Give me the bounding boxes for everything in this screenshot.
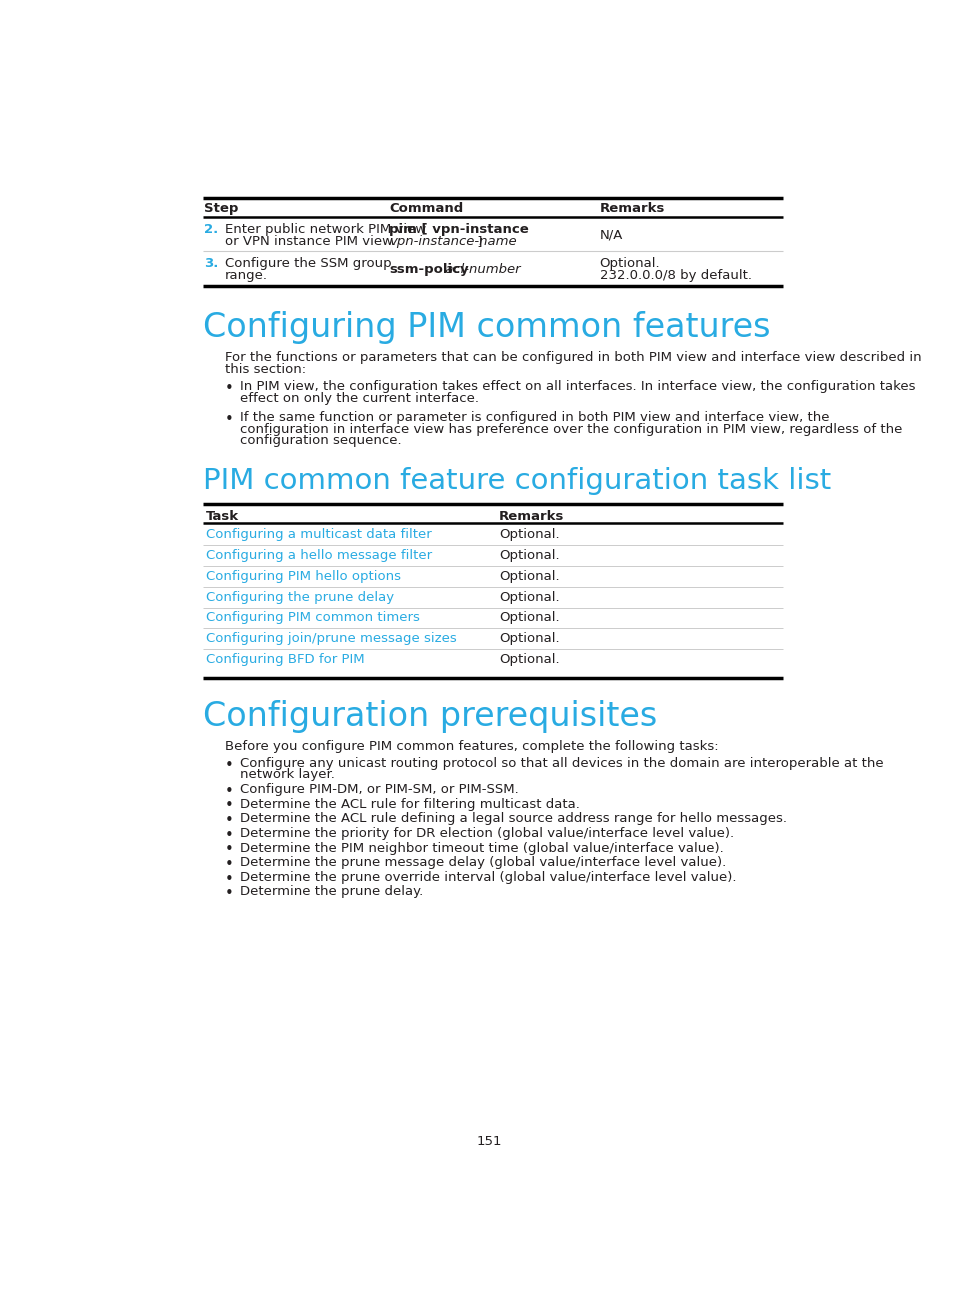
- Text: •: •: [224, 886, 233, 901]
- Text: Step: Step: [204, 202, 238, 215]
- Text: pim [ vpn-instance: pim [ vpn-instance: [389, 223, 528, 236]
- Text: •: •: [224, 798, 233, 814]
- Text: Task: Task: [206, 509, 239, 522]
- Text: 232.0.0.0/8 by default.: 232.0.0.0/8 by default.: [599, 268, 751, 281]
- Text: •: •: [224, 857, 233, 872]
- Text: Configure the SSM group: Configure the SSM group: [224, 257, 391, 270]
- Text: Configuring the prune delay: Configuring the prune delay: [206, 591, 394, 604]
- Text: 3.: 3.: [204, 257, 218, 270]
- Text: For the functions or parameters that can be configured in both PIM view and inte: For the functions or parameters that can…: [224, 351, 921, 364]
- Text: Remarks: Remarks: [599, 202, 664, 215]
- Text: Optional.: Optional.: [498, 529, 559, 542]
- Text: Optional.: Optional.: [498, 591, 559, 604]
- Text: ssm-policy: ssm-policy: [389, 263, 468, 276]
- Text: If the same function or parameter is configured in both PIM view and interface v: If the same function or parameter is con…: [240, 411, 829, 424]
- Text: ]: ]: [472, 235, 481, 248]
- Text: effect on only the current interface.: effect on only the current interface.: [240, 391, 478, 404]
- Text: •: •: [224, 412, 233, 426]
- Text: •: •: [224, 758, 233, 772]
- Text: Before you configure PIM common features, complete the following tasks:: Before you configure PIM common features…: [224, 740, 718, 753]
- Text: Optional.: Optional.: [498, 632, 559, 645]
- Text: Configuring join/prune message sizes: Configuring join/prune message sizes: [206, 632, 456, 645]
- Text: Configuring BFD for PIM: Configuring BFD for PIM: [206, 653, 364, 666]
- Text: Determine the priority for DR election (global value/interface level value).: Determine the priority for DR election (…: [240, 827, 734, 840]
- Text: Configure any unicast routing protocol so that all devices in the domain are int: Configure any unicast routing protocol s…: [240, 757, 882, 770]
- Text: range.: range.: [224, 268, 268, 281]
- Text: •: •: [224, 842, 233, 858]
- Text: this section:: this section:: [224, 363, 306, 376]
- Text: network layer.: network layer.: [240, 769, 335, 781]
- Text: Command: Command: [389, 202, 463, 215]
- Text: 151: 151: [476, 1135, 501, 1148]
- Text: Remarks: Remarks: [498, 509, 564, 522]
- Text: Determine the PIM neighbor timeout time (global value/interface value).: Determine the PIM neighbor timeout time …: [240, 841, 723, 854]
- Text: •: •: [224, 381, 233, 397]
- Text: N/A: N/A: [599, 228, 622, 241]
- Text: Determine the prune override interval (global value/interface level value).: Determine the prune override interval (g…: [240, 871, 736, 884]
- Text: configuration sequence.: configuration sequence.: [240, 434, 401, 447]
- Text: In PIM view, the configuration takes effect on all interfaces. In interface view: In PIM view, the configuration takes eff…: [240, 380, 915, 394]
- Text: Configuring a multicast data filter: Configuring a multicast data filter: [206, 529, 432, 542]
- Text: Optional.: Optional.: [498, 570, 559, 583]
- Text: configuration in interface view has preference over the configuration in PIM vie: configuration in interface view has pref…: [240, 422, 902, 435]
- Text: •: •: [224, 828, 233, 842]
- Text: Enter public network PIM view: Enter public network PIM view: [224, 223, 425, 236]
- Text: Optional.: Optional.: [498, 550, 559, 562]
- Text: Determine the ACL rule defining a legal source address range for hello messages.: Determine the ACL rule defining a legal …: [240, 813, 786, 826]
- Text: •: •: [224, 813, 233, 828]
- Text: Optional.: Optional.: [599, 257, 659, 270]
- Text: Determine the prune delay.: Determine the prune delay.: [240, 885, 423, 898]
- Text: Optional.: Optional.: [498, 653, 559, 666]
- Text: Determine the ACL rule for filtering multicast data.: Determine the ACL rule for filtering mul…: [240, 798, 579, 811]
- Text: PIM common feature configuration task list: PIM common feature configuration task li…: [203, 468, 830, 495]
- Text: Configuring PIM common timers: Configuring PIM common timers: [206, 612, 419, 625]
- Text: Configuring PIM common features: Configuring PIM common features: [203, 311, 770, 343]
- Text: Configuration prerequisites: Configuration prerequisites: [203, 700, 657, 734]
- Text: •: •: [224, 784, 233, 798]
- Text: 2.: 2.: [204, 223, 218, 236]
- Text: acl-number: acl-number: [440, 263, 520, 276]
- Text: •: •: [224, 872, 233, 886]
- Text: or VPN instance PIM view.: or VPN instance PIM view.: [224, 235, 395, 248]
- Text: Configuring a hello message filter: Configuring a hello message filter: [206, 550, 432, 562]
- Text: Optional.: Optional.: [498, 612, 559, 625]
- Text: Determine the prune message delay (global value/interface level value).: Determine the prune message delay (globa…: [240, 857, 725, 870]
- Text: Configure PIM-DM, or PIM-SM, or PIM-SSM.: Configure PIM-DM, or PIM-SM, or PIM-SSM.: [240, 783, 518, 796]
- Text: Configuring PIM hello options: Configuring PIM hello options: [206, 570, 400, 583]
- Text: vpn-instance-name: vpn-instance-name: [389, 235, 516, 248]
